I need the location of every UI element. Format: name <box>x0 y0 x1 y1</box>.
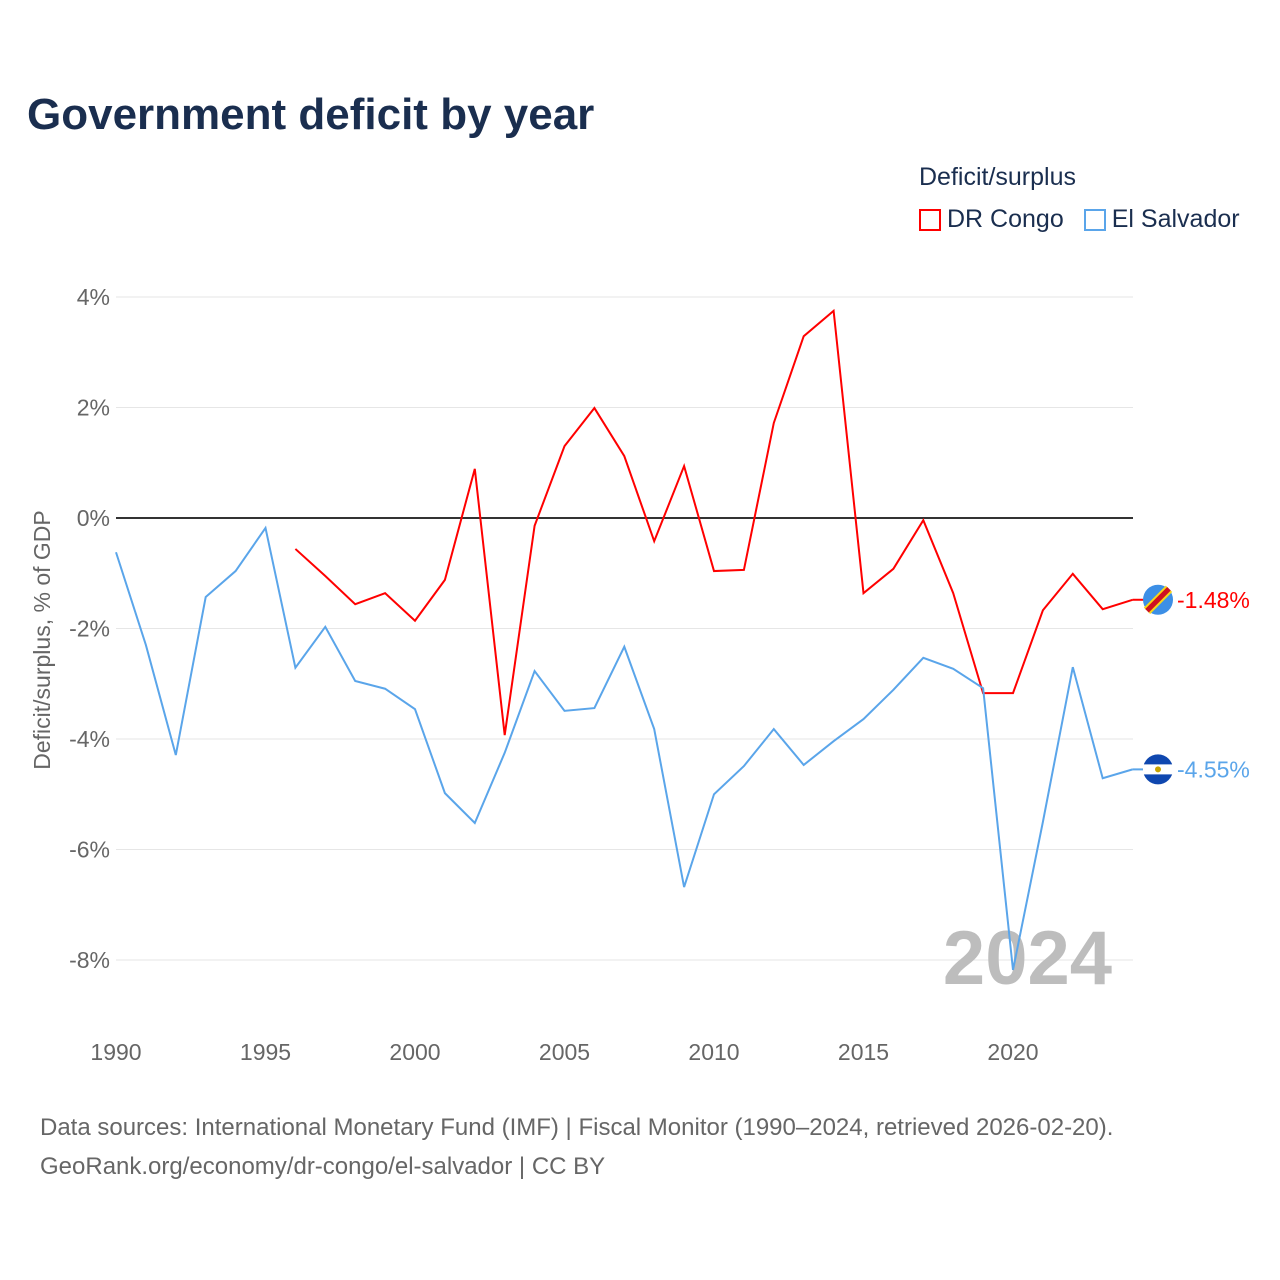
year-watermark: 2024 <box>943 916 1112 1001</box>
flag-stripe <box>1145 587 1171 613</box>
legend-item-el-salvador[interactable]: El Salvador <box>1083 205 1240 234</box>
source-note: Data sources: International Monetary Fun… <box>40 1108 1113 1186</box>
legend-swatch-el-salvador <box>1083 208 1106 231</box>
y-tick-label: -4% <box>69 726 110 752</box>
chart-title: Government deficit by year <box>27 90 595 139</box>
end-value-label: -1.48% <box>1177 587 1250 613</box>
source-line-1: Data sources: International Monetary Fun… <box>40 1114 1114 1141</box>
series-line-dr-congo <box>294 308 1133 736</box>
source-line-2[interactable]: GeoRank.org/economy/dr-congo/el-salvador… <box>40 1153 606 1180</box>
legend-item-dr-congo[interactable]: DR Congo <box>919 205 1064 234</box>
series-line-el-salvador <box>115 525 1133 971</box>
y-tick-label: 0% <box>77 505 110 531</box>
x-tick-label: 2015 <box>838 1039 889 1065</box>
legend: DR Congo El Salvador <box>919 205 1240 234</box>
legend-label: El Salvador <box>1111 205 1240 233</box>
y-tick-label: -2% <box>69 616 110 642</box>
y-tick-label: -6% <box>69 837 110 863</box>
x-tick-label: 2000 <box>389 1039 440 1065</box>
y-tick-label: 2% <box>77 395 110 421</box>
x-tick-label: 1990 <box>90 1039 141 1065</box>
end-value-label: -4.55% <box>1177 756 1250 782</box>
legend-swatch-dr-congo <box>919 208 941 231</box>
y-axis-label: Deficit/surplus, % of GDP <box>29 510 55 769</box>
legend-label: DR Congo <box>947 205 1064 233</box>
x-tick-label: 2005 <box>539 1039 590 1065</box>
x-tick-label: 1995 <box>240 1039 291 1065</box>
y-tick-label: 4% <box>77 284 110 310</box>
x-tick-label: 2010 <box>688 1039 739 1065</box>
legend-title: Deficit/surplus <box>919 163 1076 191</box>
y-tick-label: -8% <box>69 947 110 973</box>
x-tick-label: 2020 <box>987 1039 1038 1065</box>
flag-emblem <box>1155 766 1161 773</box>
